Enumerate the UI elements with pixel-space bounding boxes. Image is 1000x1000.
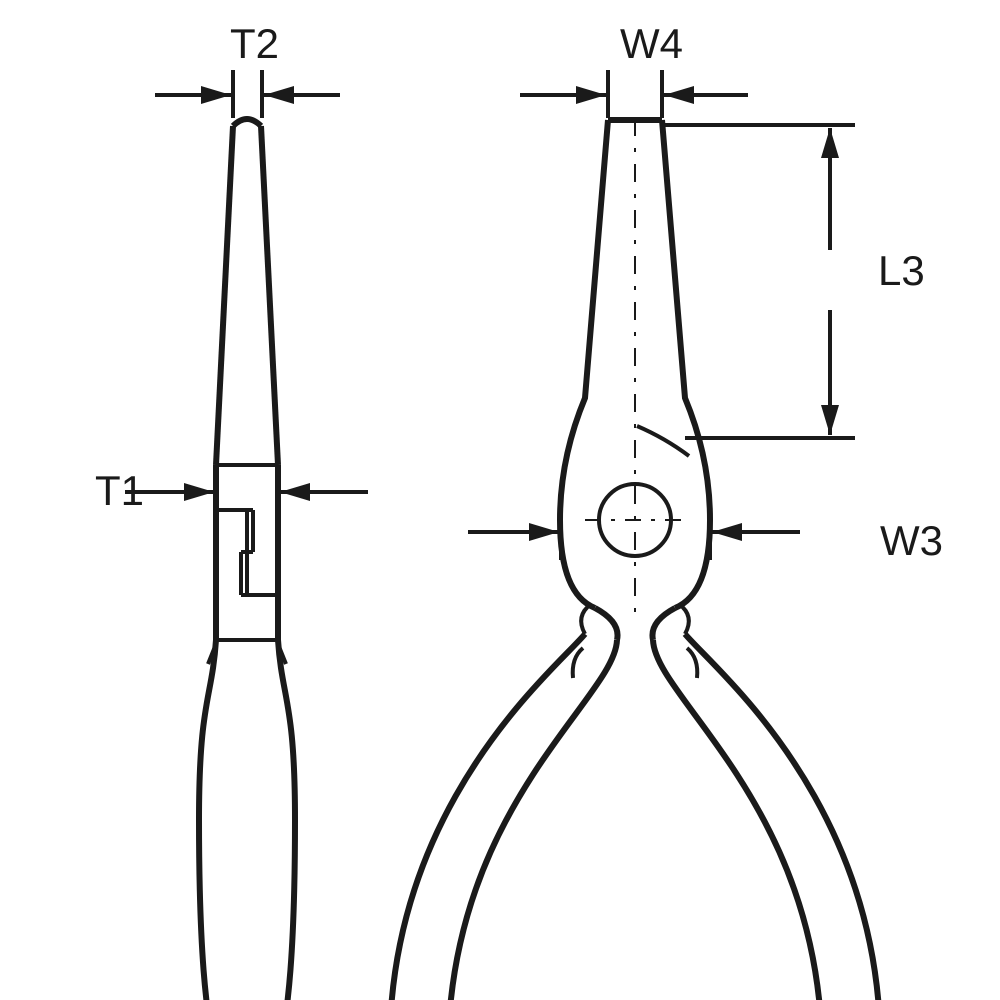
dimension-label-t2: T2 <box>230 20 279 67</box>
dimension-label-t1: T1 <box>95 467 144 514</box>
dimension-label-w3: W3 <box>880 517 943 564</box>
front-view <box>390 118 881 1000</box>
dimension-label-w4: W4 <box>620 20 683 67</box>
side-view <box>199 119 295 1000</box>
dimension-label-l3: L3 <box>878 247 925 294</box>
pliers-technical-drawing: T2 T1 W4 W3 L3 <box>0 0 1000 1000</box>
